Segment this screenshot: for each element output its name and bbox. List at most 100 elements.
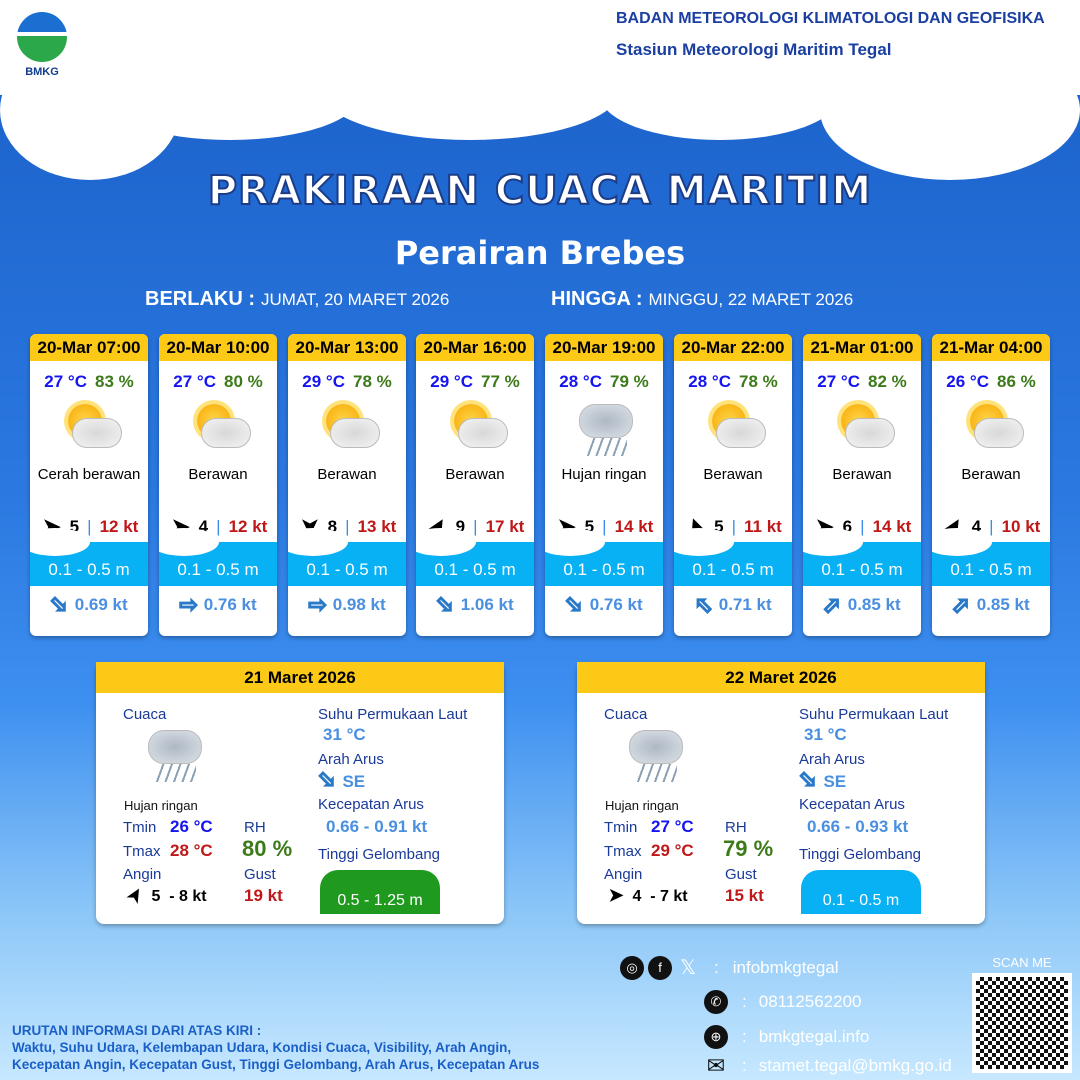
current-speed-value: 0.66 - 0.91 kt bbox=[326, 817, 428, 836]
legend-title: URUTAN INFORMASI DARI ATAS KIRI : bbox=[12, 1023, 262, 1038]
current-direction-arrow-icon: ⇨ bbox=[312, 764, 344, 796]
tmax-label: Tmax bbox=[604, 843, 642, 860]
rh-label: RH bbox=[725, 819, 747, 836]
divider: | bbox=[989, 517, 994, 536]
daily-summary-panel: 21 Maret 2026 Cuaca Hujan ringan Tmin 26 … bbox=[96, 662, 504, 924]
gust-label: Gust bbox=[725, 866, 757, 883]
website-link[interactable]: bmkgtegal.info bbox=[758, 1027, 870, 1046]
wind-speed: 5 bbox=[714, 517, 724, 536]
facebook-icon[interactable]: f bbox=[648, 956, 672, 980]
x-icon[interactable]: 𝕏 bbox=[679, 957, 697, 979]
humidity: 82 % bbox=[867, 372, 907, 391]
humidity: 77 % bbox=[480, 372, 520, 391]
wave-height: 0.1 - 0.5 m bbox=[674, 528, 792, 586]
air-temperature: 26 °C bbox=[946, 372, 989, 391]
cloud-decoration bbox=[820, 40, 1080, 180]
current-direction-arrow-icon: ⇨ bbox=[308, 592, 327, 617]
current-direction-arrow-icon: ⇨ bbox=[816, 589, 848, 621]
wave-height: 0.1 - 0.5 m bbox=[159, 528, 277, 586]
gust-speed: 14 kt bbox=[872, 517, 912, 536]
sst-label: Suhu Permukaan Laut bbox=[799, 706, 949, 723]
air-temperature: 27 °C bbox=[44, 372, 87, 391]
divider: | bbox=[216, 517, 221, 536]
qr-code[interactable] bbox=[972, 973, 1072, 1073]
weather-condition: Hujan ringan bbox=[561, 466, 647, 483]
valid-to: HINGGA : MINGGU, 22 MARET 2026 bbox=[551, 288, 853, 311]
air-temperature: 27 °C bbox=[173, 372, 216, 391]
humidity: 79 % bbox=[609, 372, 649, 391]
email-address[interactable]: stamet.tegal@bmkg.go.id bbox=[758, 1056, 952, 1075]
valid-to-date: MINGGU, 22 MARET 2026 bbox=[648, 290, 854, 309]
globe-icon: ⊕ bbox=[704, 1025, 728, 1049]
cloud-decoration bbox=[100, 50, 360, 140]
current-direction-value: SE bbox=[342, 772, 366, 791]
current-speed-label: Kecepatan Arus bbox=[318, 796, 424, 813]
wave-height-value: 0.1 - 0.5 m bbox=[306, 560, 388, 579]
wave-height-value: 0.1 - 0.5 m bbox=[177, 560, 259, 579]
wave-height: 0.1 - 0.5 m bbox=[803, 528, 921, 586]
wave-height-value: 0.1 - 0.5 m bbox=[434, 560, 516, 579]
forecast-time: 20-Mar 22:00 bbox=[674, 334, 792, 361]
wind-speed: 4 bbox=[198, 517, 209, 536]
cloud-icon bbox=[440, 400, 510, 456]
tmax-value: 29 °C bbox=[651, 841, 694, 860]
current-speed-value: 0.66 - 0.93 kt bbox=[807, 817, 909, 836]
social-handle[interactable]: infobmkgtegal bbox=[732, 958, 839, 977]
tmin-label: Tmin bbox=[123, 819, 157, 836]
legend-line: Kecepatan Angin, Kecepatan Gust, Tinggi … bbox=[12, 1057, 540, 1072]
divider: | bbox=[731, 517, 737, 536]
wave-height-value: 0.1 - 0.5 m bbox=[563, 560, 645, 579]
wave-height: 0.1 - 0.5 m bbox=[545, 528, 663, 586]
tmin-value: 27 °C bbox=[651, 817, 694, 836]
gust-speed: 17 kt bbox=[485, 517, 525, 536]
org-name: BADAN METEOROLOGI KLIMATOLOGI DAN GEOFIS… bbox=[616, 10, 1045, 27]
weather-condition: Berawan bbox=[445, 466, 505, 483]
legend-line: Waktu, Suhu Udara, Kelembapan Udara, Kon… bbox=[12, 1040, 512, 1055]
page-title: PRAKIRAAN CUACA MARITIM bbox=[207, 167, 873, 215]
sst-value: 31 °C bbox=[323, 725, 366, 744]
daily-date: 22 Maret 2026 bbox=[577, 662, 985, 693]
gust-speed: 12 kt bbox=[99, 517, 139, 536]
tmin-value: 26 °C bbox=[170, 817, 213, 836]
instagram-icon[interactable]: ◎ bbox=[620, 956, 644, 980]
gust-speed: 14 kt bbox=[614, 517, 654, 536]
current-speed: 0.71 kt bbox=[718, 595, 772, 614]
tmax-value: 28 °C bbox=[170, 841, 213, 860]
weather-condition: Berawan bbox=[703, 466, 763, 483]
weather-label: Cuaca bbox=[123, 706, 167, 723]
wave-height: 0.1 - 0.5 m bbox=[288, 528, 406, 586]
rain-icon bbox=[569, 400, 639, 456]
forecast-time: 21-Mar 04:00 bbox=[932, 334, 1050, 361]
gust-speed: 10 kt bbox=[1001, 517, 1041, 536]
daily-weather: Hujan ringan bbox=[124, 798, 198, 813]
phone-number[interactable]: 08112562200 bbox=[758, 992, 862, 1011]
forecast-card: 20-Mar 19:00 28 °C 79 % Hujan ringan ➤ 5 | 1… bbox=[545, 334, 663, 636]
humidity: 78 % bbox=[352, 372, 392, 391]
sun-cloud-icon bbox=[54, 400, 124, 456]
valid-to-label: HINGGA : bbox=[551, 288, 643, 310]
current-direction-arrow-icon: ⇨ bbox=[945, 589, 977, 621]
separator: : bbox=[742, 1056, 747, 1075]
gust-value: 15 kt bbox=[725, 886, 764, 905]
current-direction-value: SE bbox=[823, 772, 847, 791]
weather-condition: Berawan bbox=[317, 466, 377, 483]
forecast-time: 20-Mar 19:00 bbox=[545, 334, 663, 361]
wind-speed: 9 bbox=[455, 517, 466, 536]
wind-label: Angin bbox=[604, 866, 643, 883]
cloud-icon bbox=[698, 400, 768, 456]
forecast-time: 20-Mar 13:00 bbox=[288, 334, 406, 361]
rh-value: 80 % bbox=[242, 836, 293, 861]
forecast-card: 21-Mar 04:00 26 °C 86 % Berawan ➤ 4 | 10 kt … bbox=[932, 334, 1050, 636]
humidity: 86 % bbox=[996, 372, 1036, 391]
wave-height: 0.1 - 0.5 m bbox=[416, 528, 534, 586]
current-speed: 1.06 kt bbox=[460, 595, 514, 614]
gust-label: Gust bbox=[244, 866, 276, 883]
cloud-icon bbox=[827, 400, 897, 456]
separator: : bbox=[742, 992, 747, 1011]
rh-label: RH bbox=[244, 819, 266, 836]
wave-height-badge: 0.1 - 0.5 m bbox=[801, 870, 921, 914]
valid-from-date: JUMAT, 20 MARET 2026 bbox=[261, 290, 450, 309]
divider: | bbox=[87, 517, 92, 536]
separator: : bbox=[714, 958, 719, 977]
tmax-label: Tmax bbox=[123, 843, 161, 860]
